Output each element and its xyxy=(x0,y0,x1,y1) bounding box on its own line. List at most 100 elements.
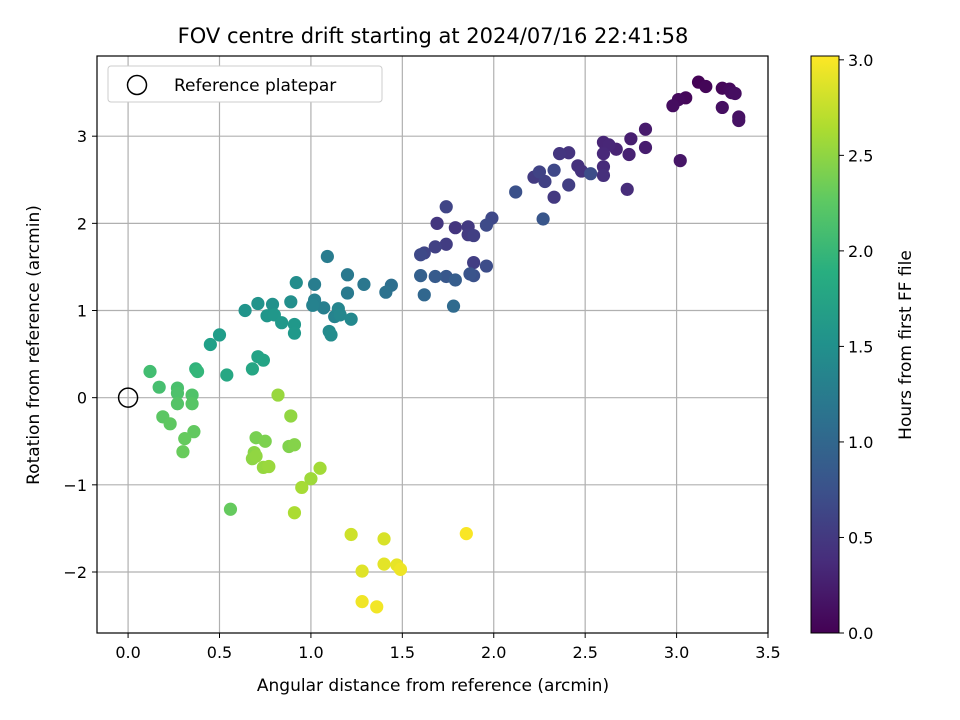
data-points xyxy=(143,75,746,614)
data-point xyxy=(430,216,444,230)
data-point xyxy=(428,269,442,284)
data-point xyxy=(638,140,653,155)
data-point xyxy=(190,364,205,379)
data-point xyxy=(304,472,318,486)
data-point xyxy=(262,459,276,474)
data-point xyxy=(295,480,309,495)
x-tick-label: 0.0 xyxy=(115,643,140,662)
data-point xyxy=(562,178,576,192)
colorbar-ticks: 0.0 0.5 1.0 1.5 2.0 2.5 3.0 xyxy=(839,51,873,643)
colorbar: 0.0 0.5 1.0 1.5 2.0 2.5 3.0 Hours from first F… xyxy=(810,51,916,643)
data-point xyxy=(289,276,303,290)
data-point xyxy=(284,409,298,423)
x-tick-label: 2.5 xyxy=(572,643,597,662)
x-axis: 0.0 0.5 1.0 1.5 2.0 2.5 3.0 3.5 xyxy=(115,633,781,662)
y-tick-label: 3 xyxy=(77,127,87,146)
data-point xyxy=(417,288,431,302)
data-point xyxy=(479,259,494,273)
data-point xyxy=(287,506,302,520)
data-point xyxy=(479,218,494,232)
data-point xyxy=(622,147,636,162)
y-axis: −2 −1 0 1 2 3 xyxy=(63,127,97,582)
data-point xyxy=(509,185,523,199)
data-point xyxy=(284,295,298,309)
data-point xyxy=(620,182,634,196)
data-point xyxy=(379,285,393,299)
data-point xyxy=(414,248,428,262)
colorbar-tick-label: 1.5 xyxy=(848,337,873,356)
x-tick-label: 3.0 xyxy=(664,643,689,662)
data-point xyxy=(448,273,462,287)
data-point xyxy=(459,527,473,541)
y-tick-label: −2 xyxy=(63,563,87,582)
data-point xyxy=(393,562,408,576)
data-point xyxy=(271,388,285,402)
data-point xyxy=(596,168,611,183)
data-point xyxy=(185,397,199,411)
data-point xyxy=(258,434,272,448)
data-point xyxy=(265,297,280,312)
colorbar-tick-label: 2.5 xyxy=(848,146,873,165)
colorbar-label: Hours from first FF file xyxy=(896,250,916,440)
data-point xyxy=(287,438,302,452)
data-point xyxy=(467,228,481,243)
data-point xyxy=(340,268,355,282)
y-tick-label: 2 xyxy=(77,214,87,233)
x-tick-label: 3.5 xyxy=(755,643,780,662)
data-point xyxy=(584,167,598,181)
data-point xyxy=(463,267,477,281)
data-point xyxy=(245,362,260,376)
data-point xyxy=(732,113,746,128)
data-point xyxy=(673,153,687,168)
data-point xyxy=(223,502,238,516)
data-point xyxy=(344,527,358,542)
data-point xyxy=(439,200,453,214)
chart-title: FOV centre drift starting at 2024/07/16 … xyxy=(178,24,689,48)
y-tick-label: −1 xyxy=(63,476,87,495)
data-point xyxy=(324,328,338,342)
data-point xyxy=(320,249,334,264)
data-point xyxy=(728,86,742,101)
data-point xyxy=(448,221,462,235)
data-point xyxy=(467,255,481,270)
data-point xyxy=(178,432,192,446)
data-point xyxy=(238,303,252,318)
data-point xyxy=(306,298,320,312)
data-point xyxy=(699,79,713,94)
y-tick-label: 1 xyxy=(77,302,87,321)
data-point xyxy=(547,190,561,204)
x-tick-label: 0.5 xyxy=(207,643,232,662)
y-tick-label: 0 xyxy=(77,389,87,408)
data-point xyxy=(220,368,234,382)
data-point xyxy=(446,299,461,313)
data-point xyxy=(340,286,355,300)
reference-marker xyxy=(117,387,139,408)
colorbar-tick-label: 0.0 xyxy=(848,624,873,643)
data-point xyxy=(170,386,185,400)
data-point xyxy=(170,397,185,411)
colorbar-tick-label: 3.0 xyxy=(848,51,873,70)
x-tick-label: 2.0 xyxy=(481,643,506,662)
colorbar-gradient xyxy=(810,55,840,634)
data-point xyxy=(176,445,190,459)
data-point xyxy=(377,557,391,571)
data-point xyxy=(414,269,428,283)
data-point xyxy=(313,461,327,475)
data-point xyxy=(307,277,322,291)
data-point xyxy=(152,380,166,394)
data-point xyxy=(538,174,552,189)
data-point xyxy=(638,122,653,136)
data-point xyxy=(355,564,369,578)
plot-frame xyxy=(96,55,769,634)
data-point xyxy=(212,328,227,342)
x-axis-label: Angular distance from reference (arcmin) xyxy=(257,676,609,696)
data-point xyxy=(536,212,550,226)
data-point xyxy=(256,353,270,367)
y-axis-label: Rotation from reference (arcmin) xyxy=(24,205,44,485)
data-point xyxy=(249,449,263,463)
data-point xyxy=(251,296,265,311)
legend-box xyxy=(107,65,383,103)
grid xyxy=(97,56,769,633)
data-point xyxy=(333,308,347,322)
data-point xyxy=(532,165,547,179)
